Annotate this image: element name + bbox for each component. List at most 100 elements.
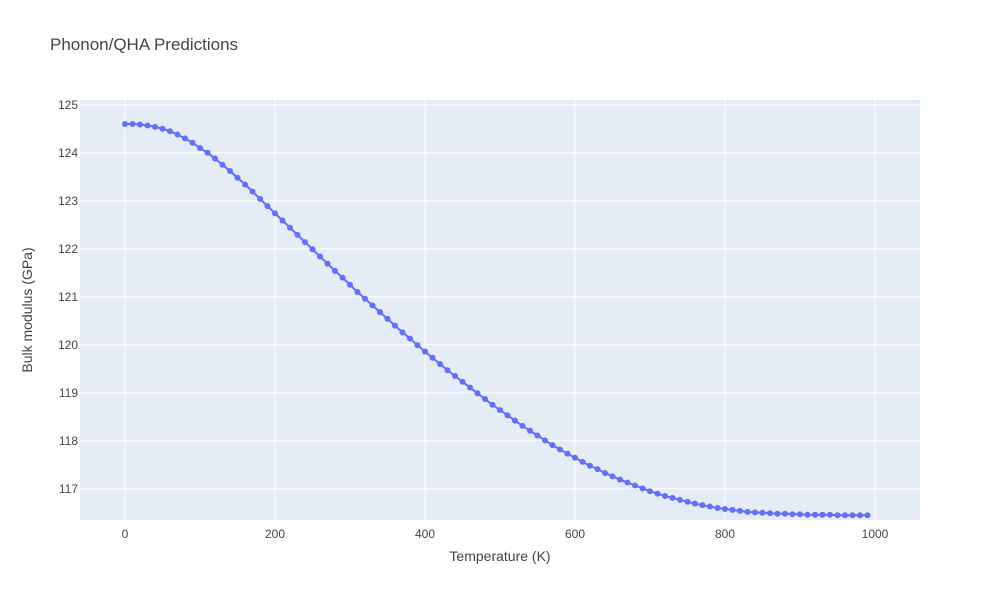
data-point[interactable] [579, 458, 586, 465]
data-point[interactable] [752, 509, 758, 516]
data-point[interactable] [557, 446, 563, 453]
data-point[interactable] [159, 125, 166, 132]
data-point[interactable] [857, 512, 863, 519]
data-point[interactable] [722, 505, 728, 512]
data-point[interactable] [744, 508, 751, 515]
data-point[interactable] [864, 512, 871, 519]
data-point[interactable] [782, 510, 788, 517]
data-point[interactable] [512, 417, 518, 424]
data-point[interactable] [804, 511, 811, 518]
data-point[interactable] [572, 454, 578, 461]
data-point[interactable] [279, 217, 286, 224]
data-point[interactable] [542, 437, 548, 444]
data-point[interactable] [624, 479, 631, 486]
data-point[interactable] [647, 488, 653, 495]
data-point[interactable] [759, 509, 766, 516]
data-point[interactable] [122, 121, 128, 127]
data-point[interactable] [227, 168, 233, 175]
data-point[interactable] [392, 322, 398, 329]
data-point[interactable] [587, 462, 593, 469]
data-point[interactable] [534, 432, 541, 439]
data-point[interactable] [699, 502, 706, 509]
data-point[interactable] [714, 505, 721, 511]
data-point[interactable] [384, 315, 391, 322]
data-point[interactable] [459, 378, 466, 385]
data-point[interactable] [474, 390, 481, 397]
data-point[interactable] [827, 511, 833, 518]
data-point[interactable] [519, 422, 526, 429]
data-point[interactable] [249, 188, 256, 195]
data-point[interactable] [444, 367, 451, 374]
data-point[interactable] [669, 494, 676, 501]
data-point[interactable] [789, 511, 796, 518]
data-point[interactable] [369, 302, 376, 309]
data-point[interactable] [482, 396, 488, 403]
data-point[interactable] [309, 246, 316, 253]
data-point[interactable] [594, 466, 601, 473]
data-point[interactable] [197, 145, 203, 151]
data-point[interactable] [294, 231, 301, 238]
data-point[interactable] [549, 442, 556, 449]
data-point[interactable] [849, 512, 856, 519]
data-point[interactable] [257, 195, 263, 202]
data-point[interactable] [264, 203, 271, 210]
data-point[interactable] [452, 373, 458, 379]
data-point[interactable] [272, 210, 278, 217]
data-point[interactable] [129, 121, 136, 127]
data-point[interactable] [204, 149, 211, 156]
data-point[interactable] [182, 135, 188, 142]
data-point[interactable] [302, 239, 308, 246]
data-point[interactable] [677, 496, 683, 503]
data-point[interactable] [617, 476, 623, 483]
data-point[interactable] [354, 289, 361, 295]
data-point[interactable] [602, 469, 608, 476]
data-point[interactable] [219, 161, 226, 168]
data-point[interactable] [819, 511, 826, 518]
data-point[interactable] [632, 482, 638, 489]
data-point[interactable] [422, 348, 428, 355]
data-point[interactable] [467, 384, 473, 391]
data-point[interactable] [692, 500, 698, 507]
data-point[interactable] [429, 354, 436, 361]
data-point[interactable] [654, 490, 661, 497]
data-point[interactable] [609, 473, 616, 480]
data-point[interactable] [144, 122, 151, 129]
data-point[interactable] [504, 412, 511, 419]
data-point[interactable] [377, 309, 383, 316]
data-point[interactable] [287, 224, 293, 231]
data-point[interactable] [414, 342, 421, 349]
data-point[interactable] [407, 335, 413, 342]
data-point[interactable] [812, 511, 818, 518]
data-point[interactable] [737, 507, 743, 514]
data-point[interactable] [152, 123, 158, 130]
data-point[interactable] [729, 506, 736, 513]
data-point[interactable] [339, 274, 346, 281]
data-point[interactable] [189, 139, 196, 146]
data-point[interactable] [137, 121, 143, 128]
data-point[interactable] [662, 493, 668, 499]
data-point[interactable] [362, 295, 368, 302]
data-point[interactable] [317, 253, 323, 260]
data-point[interactable] [684, 498, 691, 505]
data-point[interactable] [437, 361, 443, 367]
data-point[interactable] [774, 510, 781, 517]
data-point[interactable] [489, 401, 496, 408]
data-point[interactable] [639, 485, 646, 492]
data-point[interactable] [767, 510, 773, 517]
data-point[interactable] [234, 174, 241, 181]
data-point[interactable] [324, 260, 331, 267]
data-point[interactable] [564, 450, 571, 457]
data-point[interactable] [174, 131, 181, 138]
data-point[interactable] [497, 407, 503, 414]
data-point[interactable] [527, 427, 533, 434]
data-point[interactable] [347, 281, 353, 288]
data-point[interactable] [212, 155, 218, 162]
data-point[interactable] [842, 512, 848, 519]
data-point[interactable] [399, 329, 406, 336]
data-point[interactable] [242, 181, 248, 188]
data-point[interactable] [707, 503, 713, 510]
data-point[interactable] [797, 511, 803, 518]
data-point[interactable] [834, 512, 841, 519]
data-point[interactable] [332, 267, 338, 274]
data-point[interactable] [167, 128, 173, 135]
